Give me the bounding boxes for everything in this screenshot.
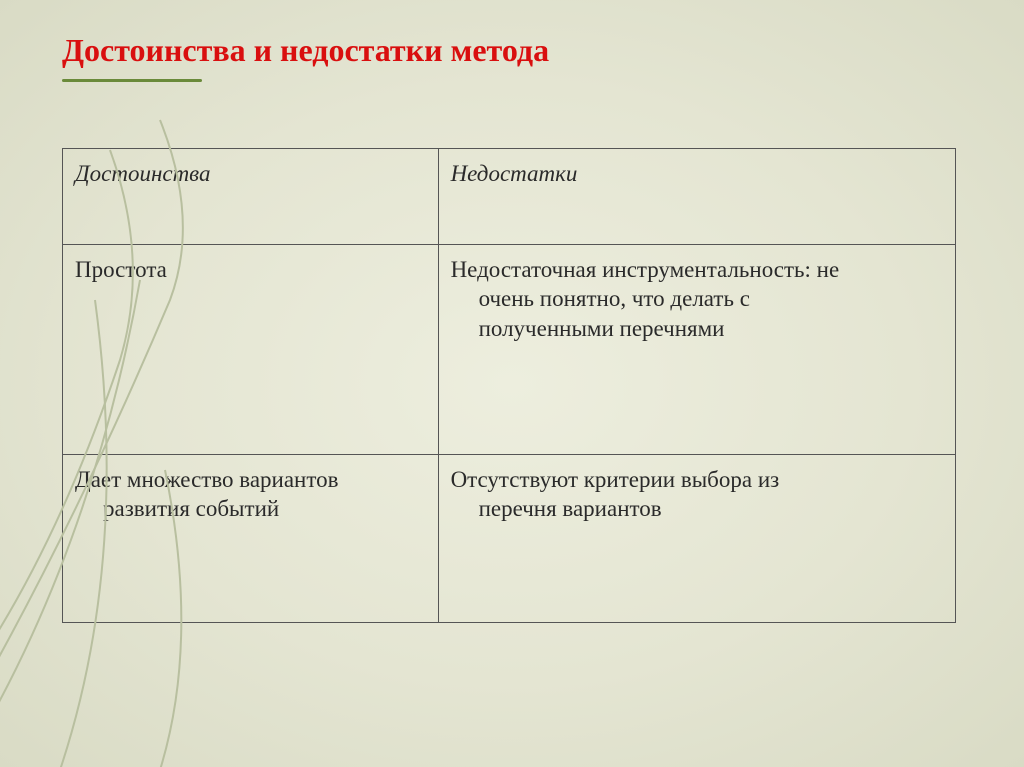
cell-advantage-1: Простота <box>63 245 439 455</box>
cell-text: развития событий <box>75 494 424 523</box>
table-row: Дает множество вариантов развития событи… <box>63 455 956 623</box>
cell-text: Недостаточная инструментальность: не <box>451 257 840 282</box>
cell-disadvantage-1: Недостаточная инструментальность: не оче… <box>438 245 955 455</box>
header-disadvantages: Недостатки <box>438 149 955 245</box>
cell-advantage-2: Дает множество вариантов развития событи… <box>63 455 439 623</box>
comparison-table: Достоинства Недостатки Простота Недостат… <box>62 148 956 623</box>
slide: Достоинства и недостатки метода Достоинс… <box>0 0 1024 767</box>
slide-title: Достоинства и недостатки метода <box>62 32 962 69</box>
header-advantages: Достоинства <box>63 149 439 245</box>
cell-text: Дает множество вариантов <box>75 467 338 492</box>
cell-text: перечня вариантов <box>451 494 941 523</box>
cell-disadvantage-2: Отсутствуют критерии выбора из перечня в… <box>438 455 955 623</box>
cell-text: очень понятно, что делать с <box>451 284 941 313</box>
cell-text: Отсутствуют критерии выбора из <box>451 467 780 492</box>
table-row: Достоинства Недостатки <box>63 149 956 245</box>
table-row: Простота Недостаточная инструментальност… <box>63 245 956 455</box>
title-underline <box>62 79 202 82</box>
cell-text: полученными перечнями <box>451 314 941 343</box>
cell-text: Простота <box>75 257 167 282</box>
